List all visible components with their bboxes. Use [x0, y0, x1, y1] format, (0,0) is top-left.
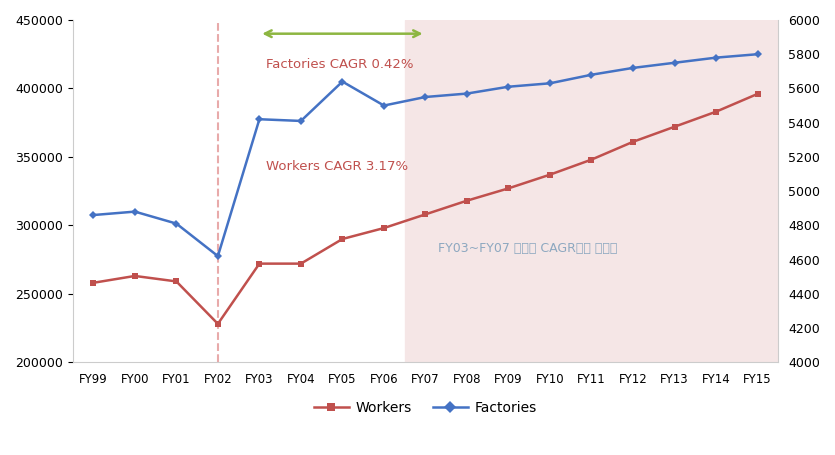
Legend: Workers, Factories: Workers, Factories: [309, 395, 542, 420]
Text: Factories CAGR 0.42%: Factories CAGR 0.42%: [266, 58, 413, 71]
Text: Workers CAGR 3.17%: Workers CAGR 3.17%: [266, 160, 407, 172]
Text: FY03~FY07 기간의 CAGR기준 추정치: FY03~FY07 기간의 CAGR기준 추정치: [438, 242, 617, 255]
Bar: [405, 20, 778, 362]
